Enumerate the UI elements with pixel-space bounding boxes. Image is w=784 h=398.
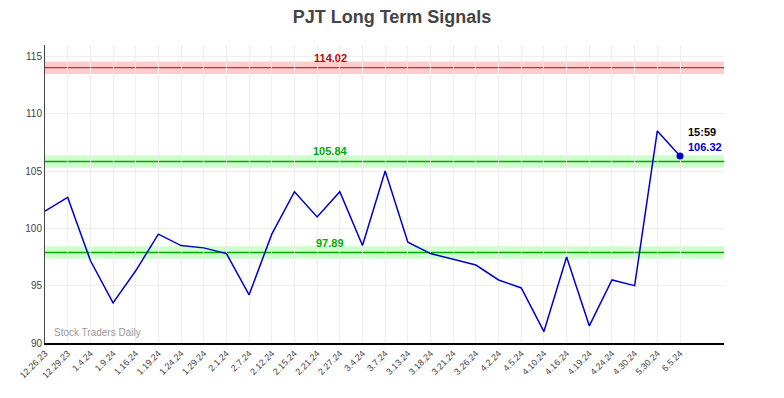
svg-text:PJT Long Term Signals: PJT Long Term Signals	[293, 7, 492, 27]
svg-text:3.13.24: 3.13.24	[384, 349, 412, 377]
svg-text:4.10.24: 4.10.24	[520, 349, 548, 377]
svg-text:95: 95	[31, 280, 43, 291]
svg-text:110: 110	[26, 108, 42, 119]
svg-text:12.26.23: 12.26.23	[18, 349, 50, 381]
svg-text:106.32: 106.32	[688, 141, 722, 153]
svg-text:Stock Traders Daily: Stock Traders Daily	[54, 327, 141, 338]
svg-text:4.16.24: 4.16.24	[543, 349, 571, 377]
svg-text:1.19.24: 1.19.24	[135, 349, 163, 377]
svg-text:2.15.24: 2.15.24	[271, 349, 299, 377]
svg-text:2.1.24: 2.1.24	[206, 349, 231, 374]
svg-text:4.30.24: 4.30.24	[611, 349, 639, 377]
svg-text:3.7.24: 3.7.24	[365, 349, 390, 374]
svg-text:115: 115	[26, 51, 42, 62]
svg-text:12.29.23: 12.29.23	[40, 349, 72, 381]
svg-text:1.24.24: 1.24.24	[157, 349, 185, 377]
svg-text:4.19.24: 4.19.24	[566, 349, 594, 377]
svg-text:1.29.24: 1.29.24	[180, 349, 208, 377]
svg-text:5.30.24: 5.30.24	[634, 349, 662, 377]
svg-text:1.4.24: 1.4.24	[70, 349, 95, 374]
svg-text:3.18.24: 3.18.24	[407, 349, 435, 377]
svg-text:2.12.24: 2.12.24	[248, 349, 276, 377]
svg-text:2.21.24: 2.21.24	[293, 349, 321, 377]
svg-text:4.24.24: 4.24.24	[588, 349, 616, 377]
svg-text:114.02: 114.02	[314, 52, 347, 64]
svg-text:1.16.24: 1.16.24	[112, 349, 140, 377]
svg-text:100: 100	[25, 223, 42, 234]
svg-text:3.21.24: 3.21.24	[429, 349, 457, 377]
svg-text:4.2.24: 4.2.24	[478, 349, 503, 374]
svg-text:4.5.24: 4.5.24	[501, 349, 526, 374]
svg-text:90: 90	[31, 338, 43, 349]
svg-text:3.4.24: 3.4.24	[342, 349, 367, 374]
svg-text:105.84: 105.84	[313, 145, 348, 157]
svg-text:105: 105	[25, 166, 42, 177]
svg-text:97.89: 97.89	[316, 237, 344, 249]
svg-text:15:59: 15:59	[688, 126, 716, 138]
svg-text:2.27.24: 2.27.24	[316, 349, 344, 377]
svg-text:3.26.24: 3.26.24	[452, 349, 480, 377]
svg-text:1.9.24: 1.9.24	[93, 349, 118, 374]
svg-text:2.7.24: 2.7.24	[229, 349, 254, 374]
svg-text:6.5.24: 6.5.24	[660, 349, 685, 374]
